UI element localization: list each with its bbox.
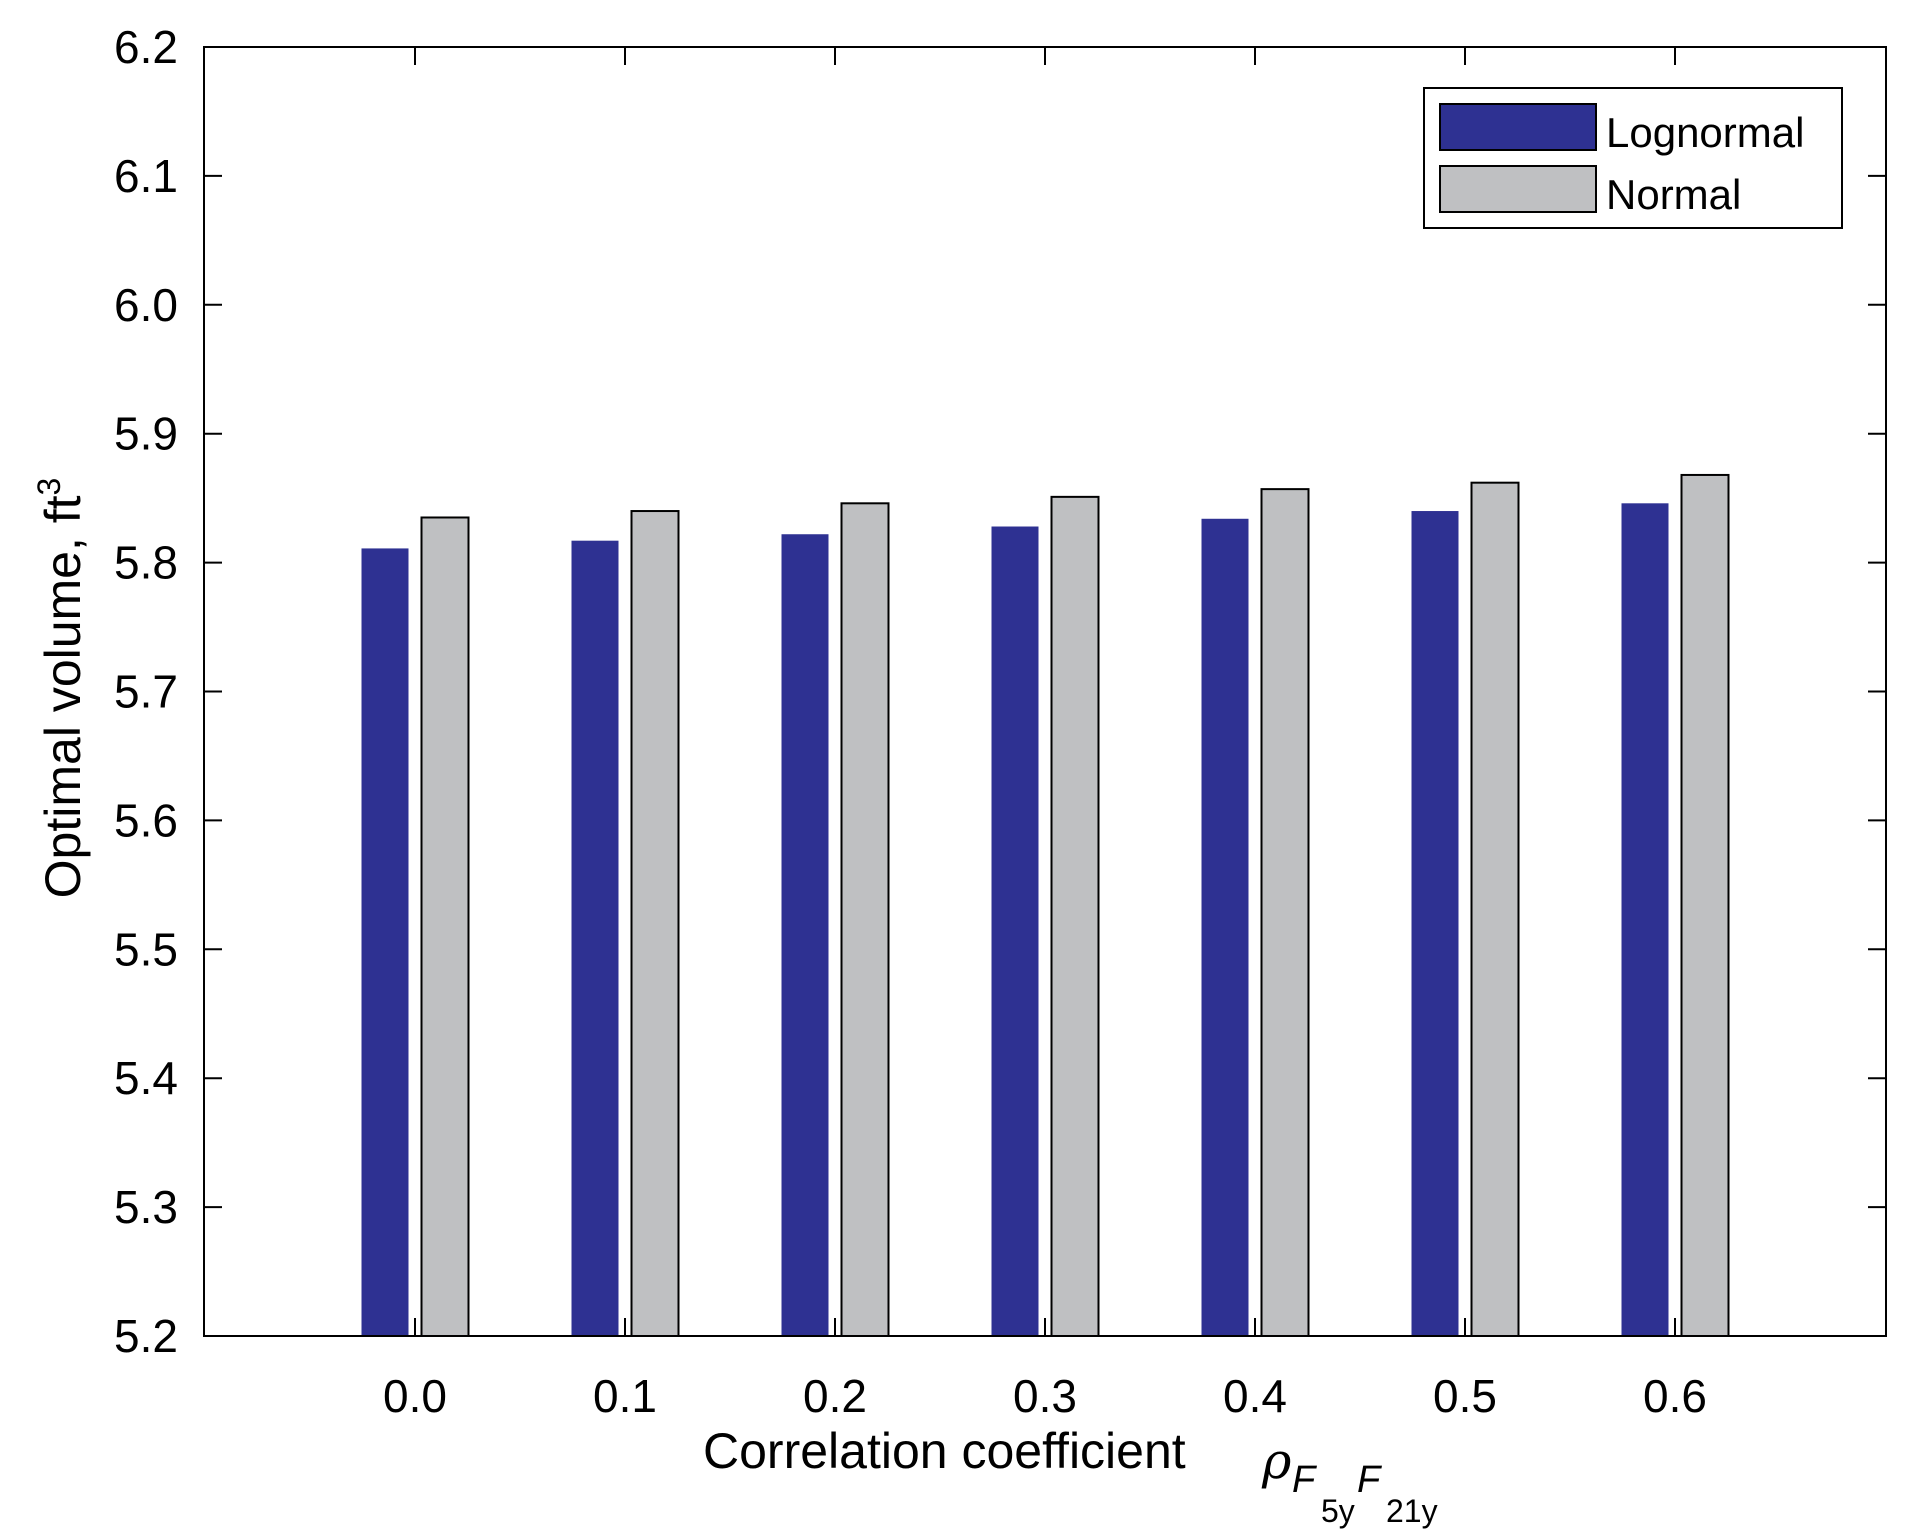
bar-normal-0.1 [630, 510, 680, 1338]
y-tick-label: 5.7 [114, 666, 178, 718]
x-axis-f2-symbol: F [1357, 1459, 1382, 1501]
y-tick-label: 6.2 [114, 21, 178, 73]
y-axis-title-text: Optimal volume, ft [35, 495, 91, 898]
bar-lognormal-0.5 [1411, 511, 1459, 1336]
x-axis-title: Correlation coefficient [703, 1423, 1186, 1479]
y-tick-label: 6.1 [114, 150, 178, 202]
bar-normal-0.6 [1680, 473, 1730, 1337]
axis-ticks [204, 46, 1886, 1337]
bar-lognormal-0.6 [1621, 503, 1669, 1336]
bars-group [361, 473, 1730, 1338]
legend-label-lognormal: Lognormal [1606, 109, 1804, 156]
x-tick-label: 0.6 [1643, 1370, 1707, 1422]
legend-swatch-lognormal [1439, 103, 1597, 151]
y-tick-label: 5.2 [114, 1310, 178, 1362]
x-axis-f1-subscript: 5y [1321, 1493, 1355, 1529]
bar-lognormal-0.1 [571, 540, 619, 1336]
bar-lognormal-0.2 [781, 534, 829, 1336]
x-tick-label: 0.4 [1223, 1370, 1287, 1422]
x-axis-rho-symbol: ρ [1261, 1432, 1292, 1490]
x-axis-f2-subscript: 21y [1386, 1493, 1438, 1529]
bar-normal-0.5 [1470, 481, 1520, 1337]
bar-lognormal-0.4 [1201, 518, 1249, 1336]
bar-normal-0.4 [1260, 488, 1310, 1337]
y-tick-label: 5.8 [114, 537, 178, 589]
y-tick-label: 5.6 [114, 794, 178, 846]
x-tick-label: 0.2 [803, 1370, 867, 1422]
x-tick-label: 0.0 [383, 1370, 447, 1422]
x-tick-label: 0.3 [1013, 1370, 1077, 1422]
y-tick-label: 5.5 [114, 923, 178, 975]
legend: Lognormal Normal [1423, 87, 1843, 229]
bar-lognormal-0.0 [361, 548, 409, 1336]
y-tick-label: 5.3 [114, 1181, 178, 1233]
x-axis-f1-symbol: F [1292, 1459, 1317, 1501]
bar-normal-0.3 [1050, 495, 1100, 1337]
x-tick-label: 0.5 [1433, 1370, 1497, 1422]
y-tick-label: 5.4 [114, 1052, 178, 1104]
bar-normal-0.2 [840, 502, 890, 1337]
y-tick-label: 5.9 [114, 408, 178, 460]
legend-label-normal: Normal [1606, 171, 1741, 218]
y-axis-title-superscript: 3 [31, 478, 67, 496]
bar-lognormal-0.3 [991, 526, 1039, 1336]
y-tick-labels: 5.2 5.3 5.4 5.5 5.6 5.7 5.8 5.9 6.0 6.1 6.2 [114, 21, 178, 1362]
y-axis-title: Optimal volume, ft3 [31, 478, 91, 899]
legend-swatch-normal [1439, 165, 1597, 213]
x-tick-label: 0.1 [593, 1370, 657, 1422]
x-tick-labels: 0.0 0.1 0.2 0.3 0.4 0.5 0.6 [383, 1370, 1707, 1422]
bar-normal-0.0 [420, 516, 470, 1337]
y-tick-label: 6.0 [114, 279, 178, 331]
